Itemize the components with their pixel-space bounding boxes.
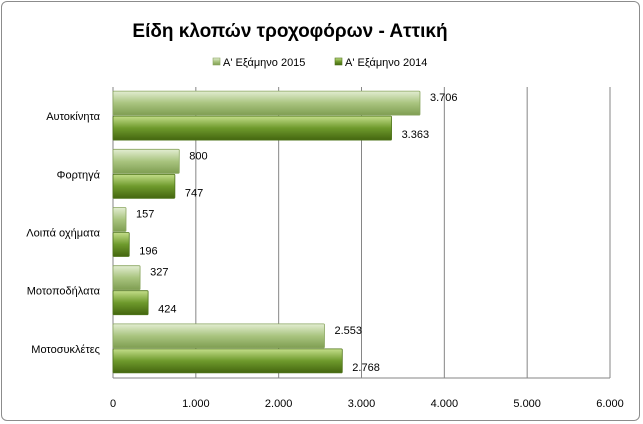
chart-title: Είδη κλοπών τροχοφόρων - Αττική bbox=[132, 21, 447, 42]
category-label: Λοιπά οχήματα bbox=[26, 228, 100, 240]
category-label: Φορτηγά bbox=[57, 169, 101, 181]
legend-entry: Α' Εξάμηνο 2015 bbox=[223, 57, 305, 69]
data-label: 424 bbox=[158, 304, 176, 316]
data-label: 2.768 bbox=[352, 362, 380, 374]
x-tick-label: 6.000 bbox=[596, 398, 624, 410]
category-label: Μοτοποδήλατα bbox=[27, 286, 101, 298]
legend-swatch bbox=[334, 57, 343, 66]
bars bbox=[112, 90, 421, 374]
category-label: Μοτοσυκλέτες bbox=[31, 344, 100, 356]
data-label: 196 bbox=[139, 246, 157, 258]
data-label: 2.553 bbox=[334, 325, 362, 337]
data-label: 3.706 bbox=[430, 92, 458, 104]
x-tick-label: 2.000 bbox=[265, 398, 293, 410]
bar-2014 bbox=[112, 348, 343, 374]
data-label: 800 bbox=[189, 150, 207, 162]
x-tick-label: 0 bbox=[110, 398, 116, 410]
legend-swatch bbox=[212, 57, 221, 66]
data-label: 747 bbox=[185, 187, 203, 199]
bar-2014 bbox=[112, 290, 149, 316]
x-tick-label: 5.000 bbox=[513, 398, 541, 410]
bar-2014 bbox=[112, 232, 130, 257]
category-label: Αυτοκίνητα bbox=[46, 111, 100, 123]
bar-2015 bbox=[112, 148, 180, 174]
bar-2014 bbox=[112, 173, 176, 199]
bar-2015 bbox=[112, 207, 127, 232]
legend-entry: Α' Εξάμηνο 2014 bbox=[345, 57, 427, 69]
data-label: 327 bbox=[150, 267, 168, 279]
bar-2015 bbox=[112, 90, 421, 116]
data-label: 157 bbox=[136, 209, 154, 221]
bar-2015 bbox=[112, 265, 141, 291]
x-tick-label: 3.000 bbox=[348, 398, 376, 410]
x-tick-label: 4.000 bbox=[431, 398, 459, 410]
x-tick-label: 1.000 bbox=[182, 398, 210, 410]
bar-2014 bbox=[112, 115, 392, 141]
bar-2015 bbox=[112, 323, 325, 349]
data-label: 3.363 bbox=[402, 129, 430, 141]
labels: 0 1.000 2.000 3.000 4.000 5.000 6.000 Αυτοκίνητ… bbox=[26, 92, 623, 410]
legend: Α' Εξάμηνο 2015 Α' Εξάμηνο 2014 bbox=[212, 57, 427, 69]
